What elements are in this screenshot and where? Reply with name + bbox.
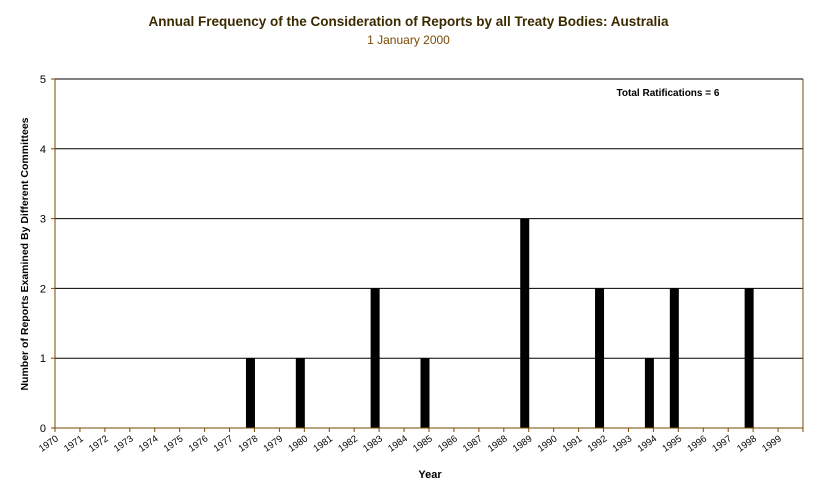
x-tick-label: 1993: [611, 433, 635, 454]
x-tick-label: 1971: [62, 433, 86, 454]
x-tick-label: 1997: [710, 433, 734, 454]
bar-1991: [595, 288, 605, 428]
y-tick-label: 0: [40, 423, 46, 435]
x-tick-label: 1987: [461, 433, 485, 454]
bar-1993: [644, 358, 654, 428]
total-ratifications-annotation: Total Ratifications = 6: [617, 88, 720, 99]
x-axis-label: Year: [418, 469, 442, 481]
bar-1979: [295, 358, 305, 428]
x-tick-label: 1976: [187, 433, 211, 454]
x-tick-label: 1970: [37, 433, 61, 454]
x-tick-label: 1986: [436, 433, 460, 454]
x-tick-label: 1978: [237, 433, 261, 454]
y-tick-label: 4: [40, 144, 46, 156]
x-tick-label: 1981: [311, 433, 335, 454]
x-tick-label: 1975: [162, 433, 186, 454]
x-tick-label: 1973: [112, 433, 136, 454]
x-tick-label: 1999: [760, 433, 784, 454]
bar-1984: [420, 358, 430, 428]
x-tick-label: 1983: [361, 433, 385, 454]
chart-title: Annual Frequency of the Consideration of…: [148, 14, 669, 29]
y-tick-label: 5: [40, 74, 46, 86]
bar-1977: [245, 358, 255, 428]
x-tick-label: 1996: [685, 433, 709, 454]
x-tick-label: 1982: [336, 433, 360, 454]
chart-subtitle: 1 January 2000: [367, 33, 450, 47]
x-tick-label: 1979: [261, 433, 285, 454]
x-tick-label: 1994: [635, 433, 659, 454]
y-tick-label: 1: [40, 353, 46, 365]
x-tick-label: 1992: [586, 433, 610, 454]
x-tick-label: 1977: [212, 433, 236, 454]
x-tick-label: 1990: [536, 433, 560, 454]
x-tick-label: 1985: [411, 433, 435, 454]
y-axis-label: Number of Reports Examined By Different …: [19, 117, 31, 390]
x-tick-label: 1972: [87, 433, 111, 454]
x-tick-label: 1974: [137, 433, 161, 454]
x-tick-label: 1980: [286, 433, 310, 454]
x-tick-label: 1989: [511, 433, 535, 454]
bar-1997: [744, 288, 754, 428]
x-tick-label: 1995: [660, 433, 684, 454]
bar-1994: [669, 288, 679, 428]
y-tick-label: 2: [40, 283, 46, 295]
x-tick-label: 1984: [386, 433, 410, 454]
x-tick-label: 1991: [561, 433, 585, 454]
bar-1988: [520, 218, 530, 428]
x-tick-label: 1998: [735, 433, 759, 454]
bar-1982: [370, 288, 380, 428]
x-tick-label: 1988: [486, 433, 510, 454]
y-tick-label: 3: [40, 214, 46, 226]
